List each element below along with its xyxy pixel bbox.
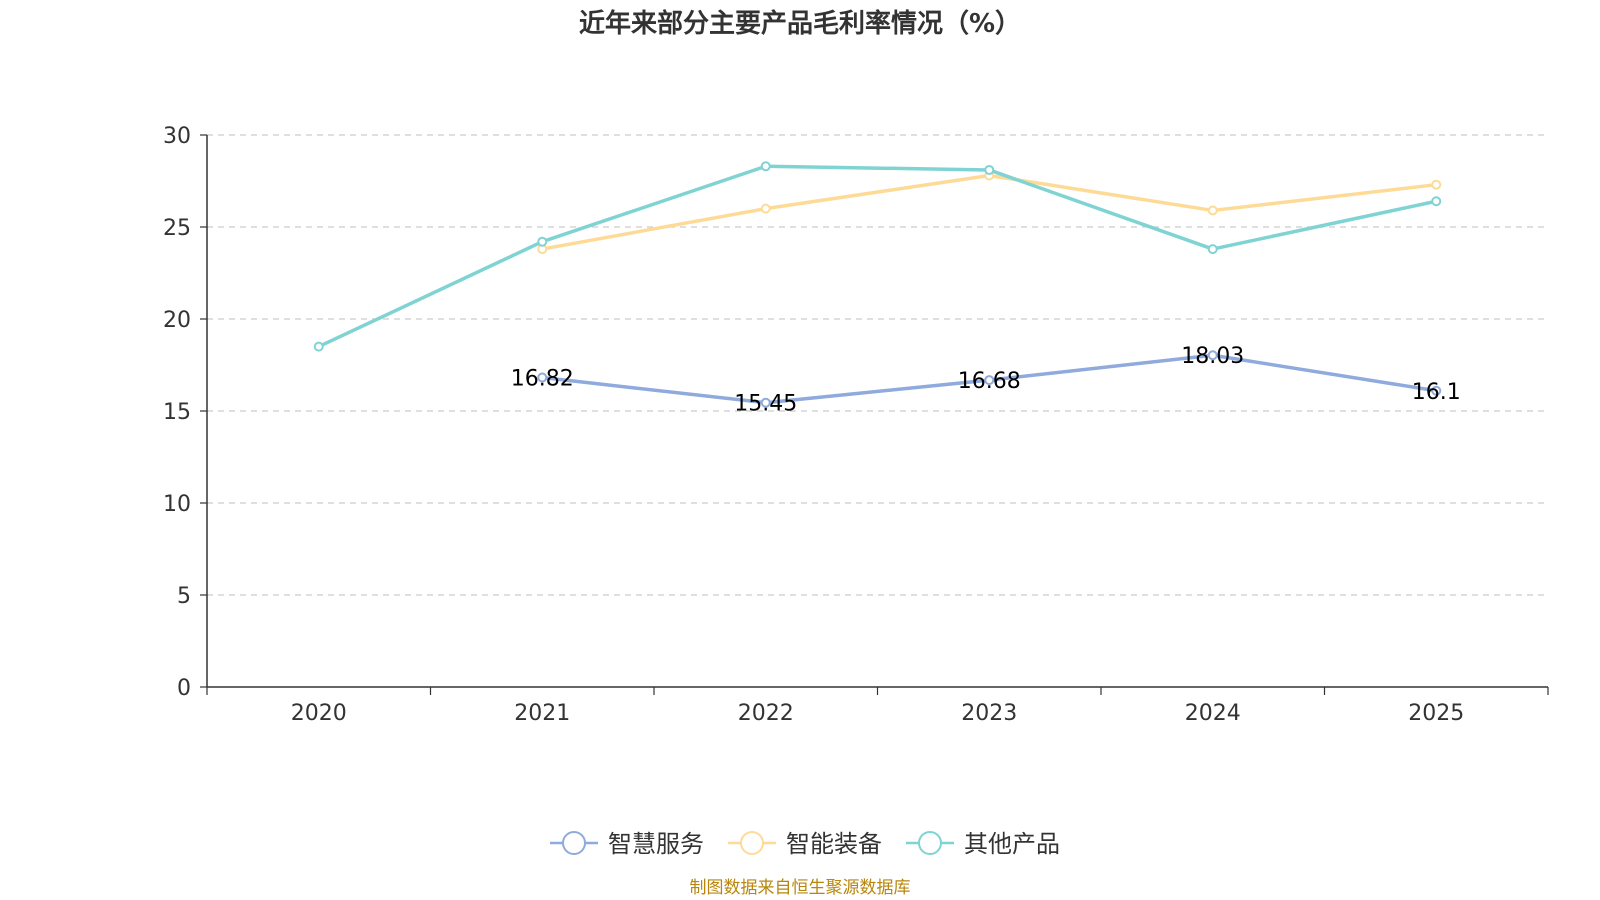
data-label: 15.45 [734, 392, 797, 417]
legend-item[interactable]: 智能装备 [728, 830, 882, 858]
legend-item[interactable]: 智慧服务 [550, 830, 704, 858]
data-point [984, 375, 995, 386]
series-line [541, 173, 1437, 251]
data-point [760, 203, 771, 214]
legend-label: 其他产品 [964, 830, 1060, 858]
x-tick-label: 2022 [738, 701, 794, 726]
legend-label: 智能装备 [786, 830, 882, 858]
data-point [537, 236, 548, 247]
series-其他产品 [313, 161, 1442, 352]
series-layer [313, 161, 1442, 408]
legend-label: 智慧服务 [608, 830, 704, 858]
y-tick-label: 25 [163, 216, 191, 241]
y-tick-label: 10 [163, 492, 191, 517]
chart-title: 近年来部分主要产品毛利率情况（%） [579, 8, 1021, 39]
data-point [1431, 179, 1442, 190]
data-point [1207, 244, 1218, 255]
x-tick-label: 2021 [514, 701, 570, 726]
series-智能装备 [537, 170, 1442, 255]
data-labels: 16.82 15.45 16.68 18.03 16.1 [511, 344, 1461, 416]
legend-marker-icon [740, 831, 764, 855]
source-note: 制图数据来自恒生聚源数据库 [690, 878, 911, 898]
x-tick-label: 2025 [1408, 701, 1464, 726]
series-智慧服务 [537, 350, 1442, 408]
series-line [318, 164, 1437, 349]
data-point [984, 164, 995, 175]
data-point [537, 372, 548, 383]
y-tick-label: 15 [163, 400, 191, 425]
data-point [1431, 196, 1442, 207]
data-label: 16.82 [511, 367, 574, 392]
y-tick-label: 20 [163, 308, 191, 333]
x-tick-label: 2023 [961, 701, 1017, 726]
y-tick-label: 30 [163, 124, 191, 149]
data-point [1207, 205, 1218, 216]
data-label: 16.1 [1412, 380, 1461, 405]
data-point [313, 341, 324, 352]
data-point [1207, 350, 1218, 361]
data-label: 16.68 [958, 369, 1021, 394]
grid-lines [207, 134, 1548, 596]
data-point [760, 397, 771, 408]
data-point [760, 161, 771, 172]
x-tick-label: 2024 [1185, 701, 1241, 726]
data-point [1431, 385, 1442, 396]
legend-marker-icon [918, 831, 942, 855]
legend-item[interactable]: 其他产品 [906, 830, 1060, 858]
x-tick-label: 2020 [291, 701, 347, 726]
y-tick-label: 0 [177, 676, 191, 701]
data-label: 18.03 [1181, 344, 1244, 369]
legend-marker-icon [562, 831, 586, 855]
y-tick-label: 5 [177, 584, 191, 609]
legend[interactable]: 智慧服务 智能装备 其他产品 [550, 830, 1060, 858]
